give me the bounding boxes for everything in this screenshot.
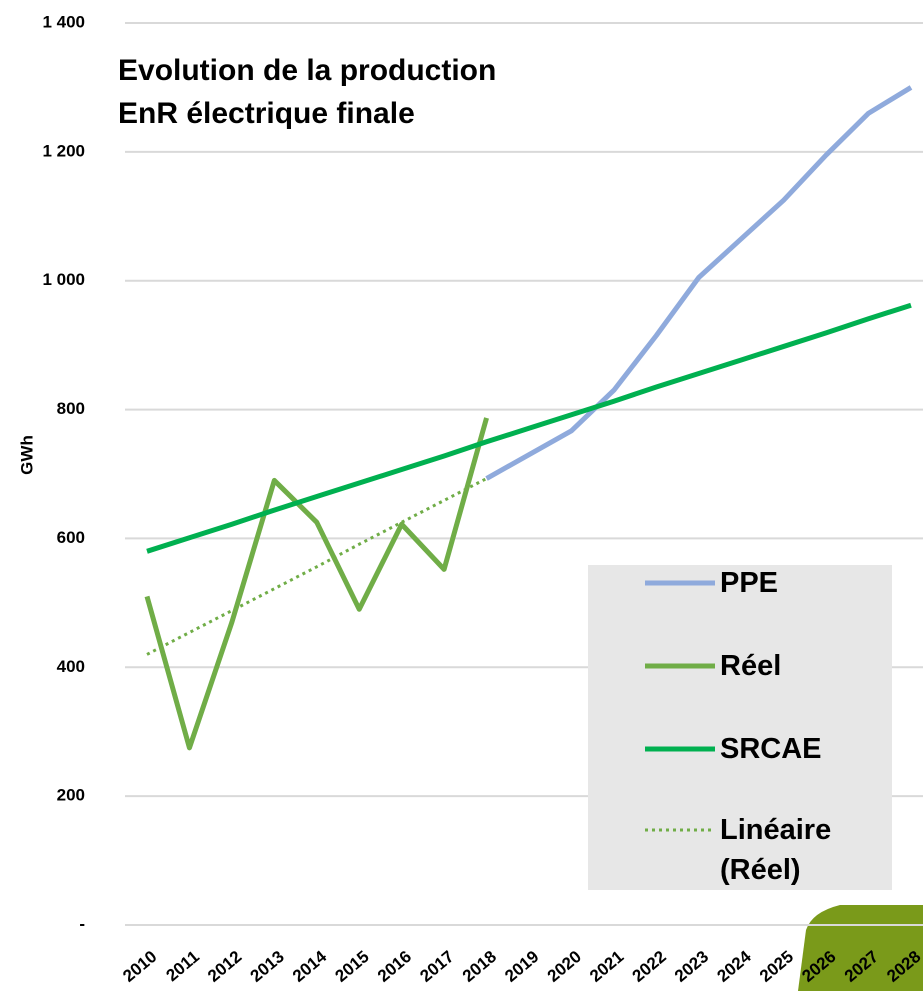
legend-entry: SRCAE xyxy=(720,733,822,765)
y-tick-label: 400 xyxy=(57,657,85,676)
chart-title: EnR électrique finale xyxy=(118,97,415,130)
x-tick-label: 2025 xyxy=(756,947,797,986)
x-tick-label: 2018 xyxy=(459,947,500,986)
x-tick-label: 2011 xyxy=(162,947,202,985)
x-tick-label: 2023 xyxy=(671,947,712,986)
legend-entry: Linéaire (Réel) xyxy=(720,814,832,886)
x-tick-label: 2014 xyxy=(289,947,331,986)
legend-label: Linéaire (Réel) xyxy=(720,814,832,886)
y-axis-label: GWh xyxy=(17,435,36,475)
x-tick-label: 2019 xyxy=(501,947,542,986)
x-tick-label: 2013 xyxy=(247,947,288,986)
series-line xyxy=(146,477,488,656)
y-tick-label: 200 xyxy=(57,786,85,805)
y-tick-label: 1 200 xyxy=(42,141,85,160)
series-line xyxy=(485,85,913,481)
series-line xyxy=(146,302,912,554)
legend-label: PPE xyxy=(720,567,779,599)
series-line xyxy=(144,417,489,751)
legend-label: SRCAE xyxy=(720,733,822,765)
x-tick-label: 2017 xyxy=(416,947,457,986)
x-tick-label: 2024 xyxy=(713,947,755,986)
y-tick-label: 600 xyxy=(57,528,85,547)
x-tick-label: 2010 xyxy=(119,947,160,986)
x-tick-label: 2020 xyxy=(544,947,585,986)
x-tick-label: 2015 xyxy=(331,947,372,986)
x-tick-label: 2016 xyxy=(374,947,415,986)
y-tick-label: 1 400 xyxy=(42,12,85,31)
legend-entry: PPE xyxy=(720,567,779,599)
highlight xyxy=(798,905,923,991)
y-tick-label: 1 000 xyxy=(42,270,85,289)
y-tick-label: 800 xyxy=(57,399,85,418)
x-tick-label: 2021 xyxy=(586,947,627,986)
legend-entry: Réel xyxy=(720,650,782,682)
legend-label: Réel xyxy=(720,650,782,682)
x-tick-label: 2012 xyxy=(204,947,245,986)
chart-title: Evolution de la production xyxy=(118,54,496,87)
x-tick-label: 2022 xyxy=(629,947,670,986)
y-tick-label: - xyxy=(79,914,85,933)
legend-box xyxy=(588,565,892,890)
